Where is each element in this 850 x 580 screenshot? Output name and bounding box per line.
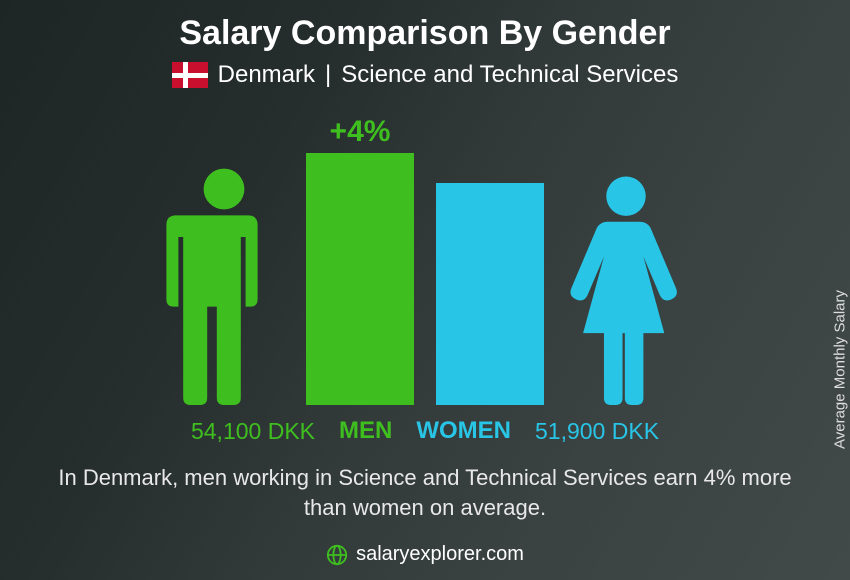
pct-diff-label: +4% bbox=[330, 115, 391, 149]
country-label: Denmark bbox=[218, 61, 315, 89]
men-label: MEN bbox=[339, 417, 392, 445]
women-bar bbox=[436, 183, 544, 405]
globe-icon bbox=[326, 544, 348, 566]
comparison-chart: +4% bbox=[164, 105, 686, 405]
man-icon bbox=[164, 163, 284, 405]
sector-label: Science and Technical Services bbox=[341, 61, 678, 89]
site-name: salaryexplorer.com bbox=[356, 543, 524, 566]
page-title: Salary Comparison By Gender bbox=[179, 14, 670, 53]
men-figure bbox=[164, 163, 284, 405]
subtitle-row: Denmark | Science and Technical Services bbox=[172, 61, 679, 89]
women-label: WOMEN bbox=[416, 417, 511, 445]
denmark-flag-icon bbox=[172, 62, 208, 88]
men-value: 54,100 DKK bbox=[191, 418, 315, 445]
summary-text: In Denmark, men working in Science and T… bbox=[45, 463, 805, 522]
men-bar-col: +4% bbox=[306, 115, 414, 405]
women-figure bbox=[566, 173, 686, 405]
women-value: 51,900 DKK bbox=[535, 418, 659, 445]
women-bar-col bbox=[436, 183, 544, 405]
separator: | bbox=[325, 61, 331, 89]
labels-row: 54,100 DKK MEN WOMEN 51,900 DKK bbox=[191, 417, 659, 445]
woman-icon bbox=[566, 173, 686, 405]
y-axis-label: Average Monthly Salary bbox=[832, 290, 849, 449]
footer: salaryexplorer.com bbox=[0, 543, 850, 566]
men-bar bbox=[306, 153, 414, 405]
